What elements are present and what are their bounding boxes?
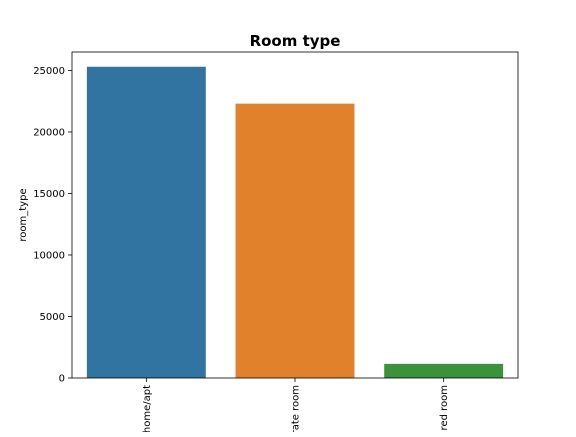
plot-area-frame [71, 51, 519, 379]
bar-0 [86, 66, 206, 378]
bar-1 [235, 103, 355, 379]
bar-2 [384, 363, 504, 378]
x-axis-ticks: home/apt rate room red room [142, 378, 450, 434]
chart-title: Room type [250, 32, 341, 50]
x-tick-label: home/apt [142, 385, 153, 432]
y-tick-label: 15000 [33, 189, 65, 200]
y-tick-label: 10000 [33, 250, 65, 261]
x-tick-label: rate room [291, 385, 302, 432]
y-tick-label: 25000 [33, 66, 65, 77]
y-tick-label: 0 [59, 374, 65, 385]
y-tick-label: 5000 [40, 312, 65, 323]
y-axis-ticks: 0 5000 10000 15000 20000 25000 [33, 66, 72, 385]
x-tick-label: red room [439, 385, 450, 430]
y-tick-label: 20000 [33, 127, 65, 138]
y-axis-label: room_type [18, 188, 29, 241]
bars-group [86, 66, 504, 379]
